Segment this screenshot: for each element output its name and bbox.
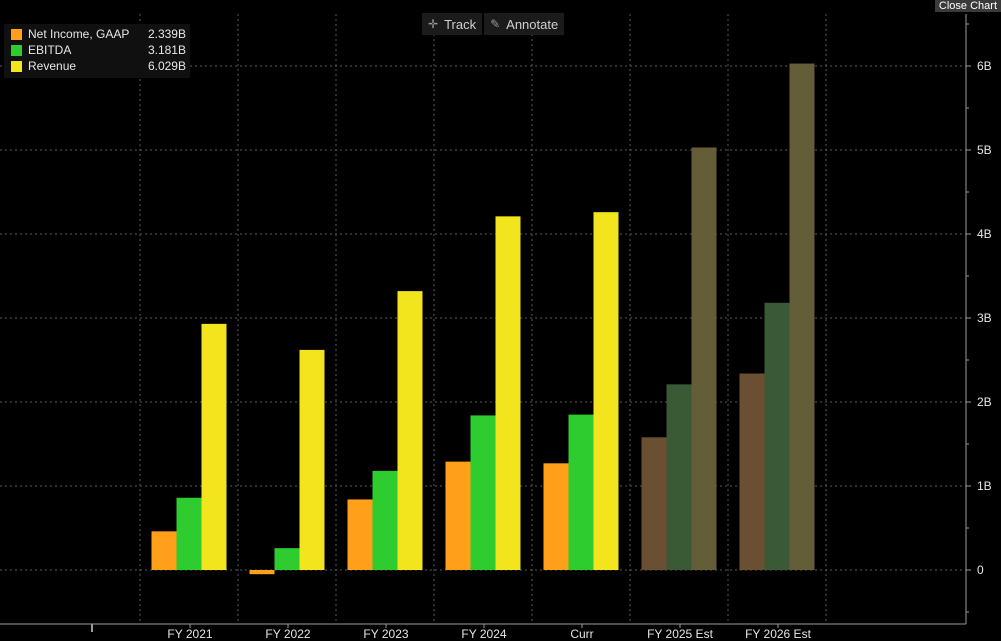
legend-swatch-net-income — [11, 29, 22, 40]
bar — [641, 437, 667, 570]
x-tick-label: FY 2024 — [461, 627, 506, 641]
bar — [739, 373, 765, 570]
y-tick-label: 6B — [977, 59, 992, 73]
crosshair-icon: ✛ — [428, 17, 439, 31]
legend: Net Income, GAAP 2.339B EBITDA 3.181B Re… — [4, 24, 190, 78]
bar — [764, 302, 790, 570]
legend-item-revenue: Revenue 6.029B — [10, 58, 186, 74]
track-button[interactable]: ✛ Track — [422, 13, 483, 35]
bar — [568, 414, 594, 570]
bar — [691, 147, 717, 571]
legend-item-ebitda: EBITDA 3.181B — [10, 42, 186, 58]
bar — [249, 570, 275, 575]
legend-swatch-revenue — [11, 61, 22, 72]
x-tick-label: FY 2025 Est — [647, 627, 713, 641]
x-tick-label: FY 2022 — [265, 627, 310, 641]
bar — [593, 212, 619, 570]
chart-toolbar: ✛ Track ✎ Annotate — [422, 13, 566, 35]
legend-value: 3.181B — [147, 43, 186, 57]
bar — [445, 461, 471, 570]
track-label: Track — [444, 16, 477, 32]
bar — [397, 291, 423, 570]
legend-value: 2.339B — [147, 27, 186, 41]
y-tick-label: 2B — [977, 395, 992, 409]
close-chart-button[interactable]: Close Chart — [934, 0, 1001, 12]
pencil-icon: ✎ — [490, 17, 501, 31]
bar — [201, 323, 227, 570]
legend-label: EBITDA — [28, 43, 72, 57]
x-tick-label: Curr — [570, 627, 593, 641]
bar — [789, 63, 815, 571]
x-tick-label: FY 2021 — [167, 627, 212, 641]
bar — [372, 470, 398, 570]
x-tick-label: FY 2023 — [363, 627, 408, 641]
legend-label: Net Income, GAAP — [28, 27, 130, 41]
y-tick-label: 3B — [977, 311, 992, 325]
bar — [151, 531, 177, 570]
annotate-button[interactable]: ✎ Annotate — [484, 13, 565, 35]
bar — [274, 548, 300, 570]
bar — [666, 384, 692, 570]
y-tick-label: 0 — [977, 563, 984, 577]
legend-swatch-ebitda — [11, 45, 22, 56]
bar — [470, 415, 496, 570]
legend-value: 6.029B — [147, 59, 186, 73]
bar — [543, 463, 569, 570]
legend-item-net-income: Net Income, GAAP 2.339B — [10, 26, 186, 42]
bar — [495, 216, 521, 571]
x-tick-label: FY 2026 Est — [745, 627, 811, 641]
annotate-label: Annotate — [506, 16, 559, 32]
bar — [299, 349, 325, 570]
y-tick-label: 4B — [977, 227, 992, 241]
y-tick-label: 5B — [977, 143, 992, 157]
bar — [347, 499, 373, 570]
y-tick-label: 1B — [977, 479, 992, 493]
legend-label: Revenue — [28, 59, 77, 73]
bar — [176, 497, 202, 570]
